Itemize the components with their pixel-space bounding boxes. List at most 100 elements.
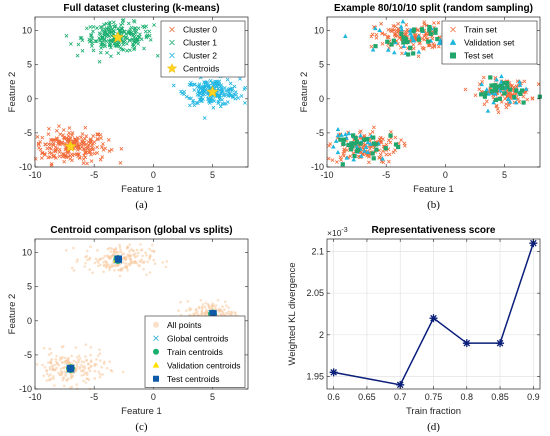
all-point (47, 361, 50, 364)
all-point (89, 346, 93, 349)
split-point (436, 40, 442, 45)
split-point (463, 87, 468, 92)
split-point (426, 39, 431, 44)
all-point (119, 267, 123, 270)
split-point (326, 156, 331, 161)
all-point (124, 262, 128, 265)
data-point (529, 239, 538, 248)
all-point (56, 361, 59, 365)
split-point (517, 79, 522, 84)
split-point (489, 83, 494, 88)
split-point (492, 85, 497, 91)
cluster-point (82, 136, 87, 141)
cluster-point (133, 30, 137, 35)
all-point (48, 368, 52, 371)
cluster-point (109, 38, 114, 43)
all-point (89, 353, 92, 357)
split-point (362, 148, 367, 153)
legend-marker (169, 52, 175, 59)
split-point (330, 158, 335, 162)
all-point (206, 302, 210, 306)
cluster-point (205, 82, 209, 86)
legend-marker (166, 62, 178, 73)
split-point (399, 27, 404, 32)
all-point (35, 363, 39, 366)
split-point (344, 155, 350, 160)
all-point (142, 261, 145, 265)
cluster-point (83, 143, 88, 147)
y-tick-label: 1.95 (306, 372, 324, 382)
split-point (391, 150, 396, 155)
split-point (428, 31, 433, 37)
cluster-point (121, 18, 126, 22)
all-point (86, 249, 89, 253)
all-point (210, 306, 214, 310)
cluster-point (217, 79, 222, 84)
all-point (62, 384, 66, 388)
cluster-point (142, 25, 147, 30)
cluster-point (222, 86, 227, 90)
all-point (82, 379, 85, 383)
split-point (504, 102, 509, 106)
split-point (327, 143, 331, 148)
cluster-point (76, 42, 81, 47)
cluster-point (65, 137, 70, 142)
cluster-point (106, 25, 111, 30)
x-axis-label: Feature 1 (121, 406, 162, 417)
cluster-point (196, 85, 201, 90)
cluster-point (110, 27, 114, 32)
cluster-point (59, 140, 64, 145)
cluster-point (195, 101, 200, 105)
cluster-point (182, 92, 186, 97)
all-point (229, 313, 233, 316)
split-point (374, 36, 379, 40)
legend-marker (153, 348, 159, 355)
split-point (433, 30, 438, 35)
all-point (108, 246, 111, 250)
all-point (80, 360, 84, 363)
all-point (102, 260, 105, 264)
legend-label: Centroids (183, 64, 219, 74)
all-point (42, 374, 46, 378)
split-point (340, 162, 345, 167)
cluster-point (118, 160, 123, 165)
split-point (420, 28, 425, 33)
cluster-point (216, 101, 221, 106)
cluster-point (102, 30, 107, 34)
cluster-point (92, 151, 97, 156)
split-point (525, 97, 530, 102)
all-point (116, 263, 120, 267)
all-point (152, 258, 155, 262)
all-point (86, 373, 89, 376)
split-point (426, 43, 431, 48)
all-point (197, 313, 200, 317)
all-point (88, 256, 92, 260)
split-point (374, 142, 379, 147)
cluster-point (91, 147, 96, 151)
caption: (a) (135, 199, 148, 211)
all-point (121, 370, 125, 374)
x-tick-label: 0.7 (394, 392, 407, 402)
cluster-point (132, 19, 137, 24)
all-point (204, 301, 208, 305)
split-point (371, 156, 376, 161)
x-tick-label: -10 (28, 170, 41, 180)
all-point (108, 360, 111, 363)
cluster-point (54, 138, 59, 143)
cluster-point (202, 85, 207, 89)
all-point (148, 247, 151, 251)
all-point (101, 373, 104, 376)
all-point (70, 266, 74, 270)
all-point (194, 311, 198, 315)
axes-frame (326, 16, 541, 168)
split-point (494, 103, 499, 108)
all-point (150, 243, 154, 247)
y-tick-label: -5 (316, 128, 324, 138)
axes-frame (34, 238, 249, 390)
split-point (380, 156, 385, 161)
all-point (72, 269, 76, 272)
cluster-point (122, 39, 127, 44)
split-point (408, 45, 413, 50)
y-tick-label: -10 (19, 384, 32, 394)
split-point (503, 96, 507, 101)
